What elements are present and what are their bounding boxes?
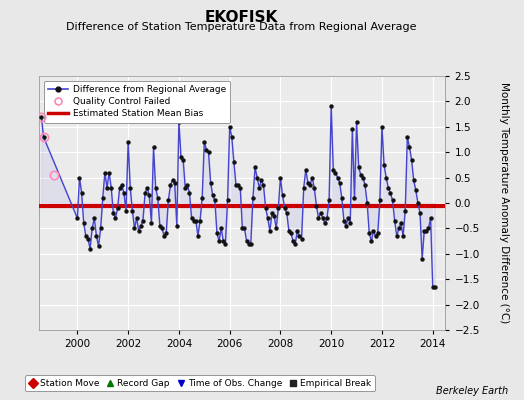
Text: Berkeley Earth: Berkeley Earth xyxy=(436,386,508,396)
Legend: Station Move, Record Gap, Time of Obs. Change, Empirical Break: Station Move, Record Gap, Time of Obs. C… xyxy=(26,375,375,392)
Text: EKOFISK: EKOFISK xyxy=(204,10,278,25)
Text: Difference of Station Temperature Data from Regional Average: Difference of Station Temperature Data f… xyxy=(66,22,416,32)
Legend: Difference from Regional Average, Quality Control Failed, Estimated Station Mean: Difference from Regional Average, Qualit… xyxy=(44,80,231,123)
Y-axis label: Monthly Temperature Anomaly Difference (°C): Monthly Temperature Anomaly Difference (… xyxy=(499,82,509,324)
